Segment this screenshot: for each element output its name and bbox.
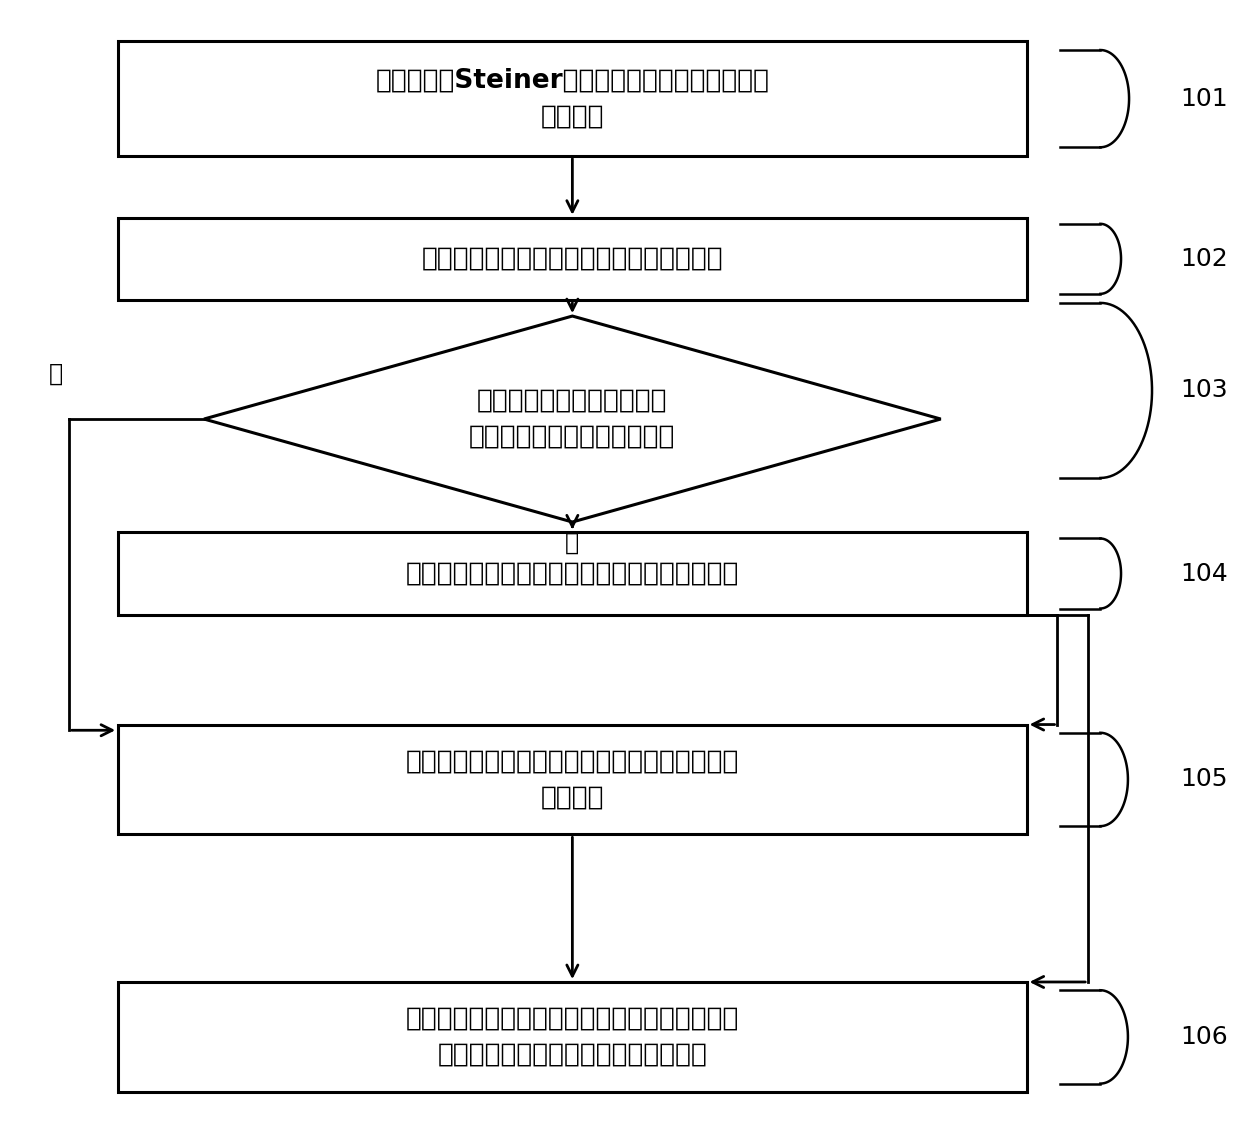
Text: 101: 101 — [1180, 87, 1228, 110]
Bar — [118, 218, 1027, 301]
Bar — [118, 982, 1027, 1092]
Text: 判断所述接入用户总数是否
满足多小区联合信道估计条件: 判断所述接入用户总数是否 满足多小区联合信道估计条件 — [469, 388, 676, 450]
Text: 根据信道粗略估计结果，确定接入用户总数: 根据信道粗略估计结果，确定接入用户总数 — [422, 245, 723, 272]
Bar — [118, 41, 1027, 156]
Text: 104: 104 — [1180, 562, 1228, 585]
Text: 采用单小区Steiner信道估计，对各小区进行信道
粗略估计: 采用单小区Steiner信道估计，对各小区进行信道 粗略估计 — [376, 68, 769, 130]
Text: 针对所述多小区联合信道估计或多小区串行干扰
抵消信道估计的结果，进行去噪声处理: 针对所述多小区联合信道估计或多小区串行干扰 抵消信道估计的结果，进行去噪声处理 — [405, 1006, 739, 1068]
Text: 是: 是 — [565, 531, 579, 555]
Text: 106: 106 — [1180, 1025, 1228, 1048]
Text: 102: 102 — [1180, 247, 1228, 271]
Text: 针对各小区的接入用户进行多小区联合信道估计: 针对各小区的接入用户进行多小区联合信道估计 — [405, 561, 739, 586]
Text: 否: 否 — [48, 361, 63, 385]
Text: 105: 105 — [1180, 767, 1228, 791]
Text: 针对各小区的接入用户进行多小区串行干扰抵消
信道估计: 针对各小区的接入用户进行多小区串行干扰抵消 信道估计 — [405, 749, 739, 811]
Text: 103: 103 — [1180, 379, 1228, 403]
Polygon shape — [205, 317, 941, 522]
Bar — [118, 725, 1027, 834]
Bar — [118, 532, 1027, 615]
